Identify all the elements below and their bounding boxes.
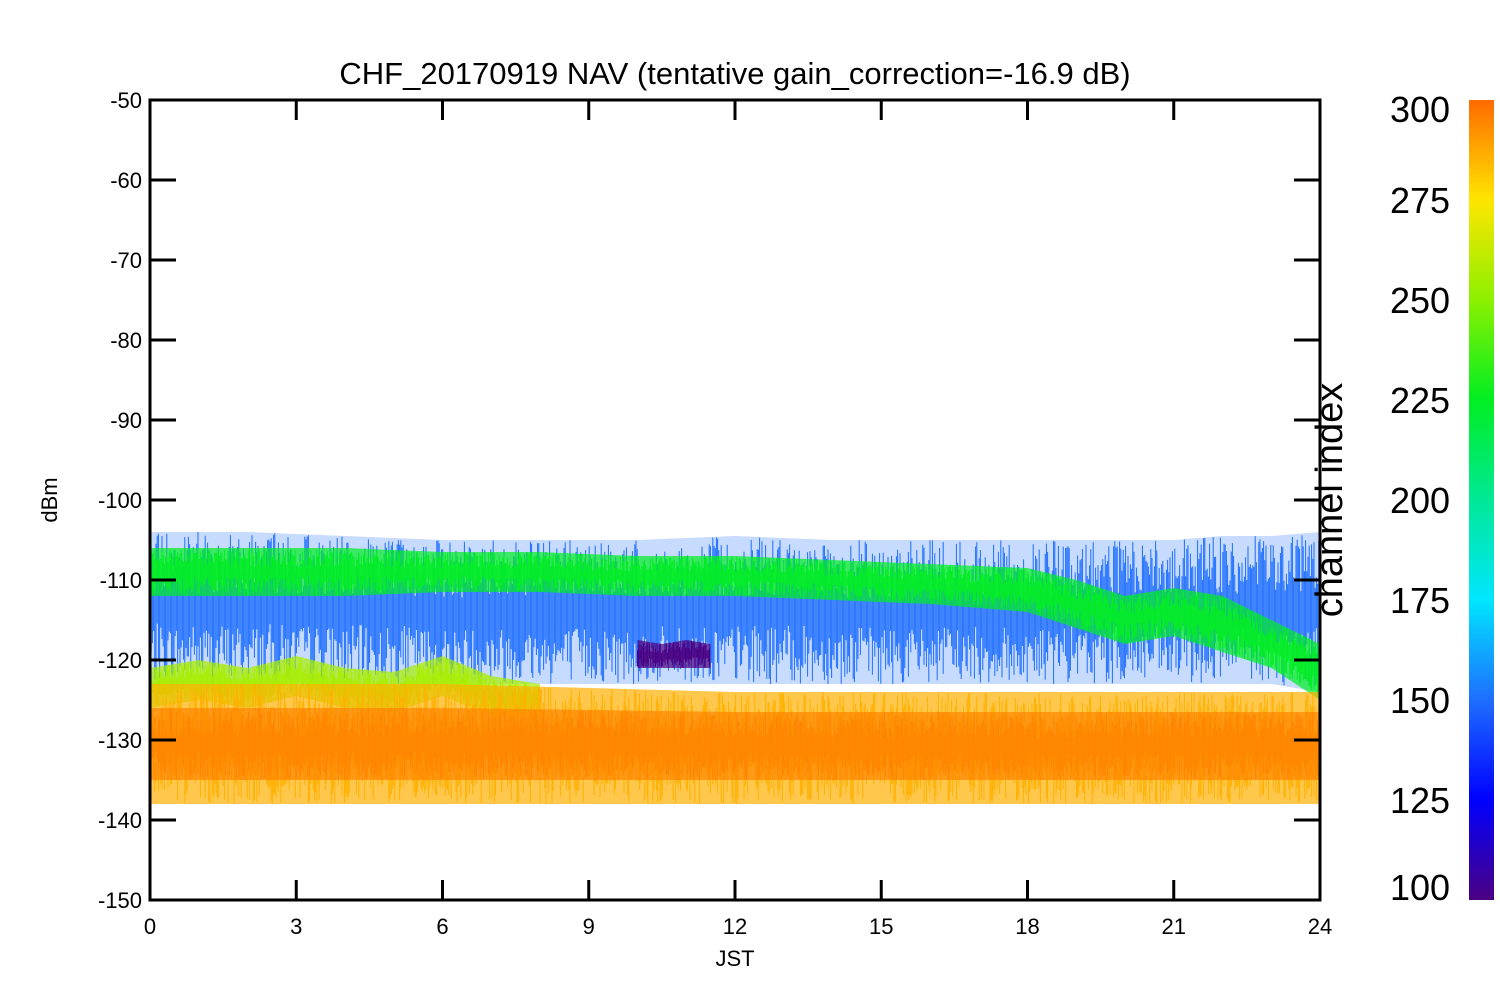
x-tick-label: 9: [583, 914, 595, 939]
x-tick-label: 12: [723, 914, 747, 939]
y-tick-label: -90: [110, 408, 142, 433]
x-axis: 0 3 6 9 12 15 18 21 24: [144, 100, 1332, 939]
y-tick-label: -150: [98, 888, 142, 913]
y-tick-label: -50: [110, 88, 142, 113]
series-300: [150, 708, 1320, 780]
colorbar-tick-label: 175: [1390, 580, 1450, 621]
chart-title: CHF_20170919 NAV (tentative gain_correct…: [339, 56, 1130, 91]
y-tick-label: -120: [98, 648, 142, 673]
y-axis-label: dBm: [37, 477, 62, 522]
colorbar-tick-label: 275: [1390, 180, 1450, 221]
series-105: [637, 640, 711, 668]
colorbar-label: channel index: [1309, 383, 1351, 618]
y-tick-label: -100: [98, 488, 142, 513]
colorbar-tick-label: 250: [1390, 280, 1450, 321]
series-225: [150, 548, 1320, 700]
series-trace: [150, 548, 1320, 699]
colorbar: [1469, 100, 1494, 900]
x-tick-label: 18: [1015, 914, 1039, 939]
colorbar-tick-label: 100: [1390, 867, 1450, 908]
colorbar-axis: 100 125 150 175 200 225 250 275 300: [1390, 89, 1450, 908]
x-tick-label: 24: [1308, 914, 1332, 939]
x-tick-label: 3: [290, 914, 302, 939]
x-tick-label: 0: [144, 914, 156, 939]
colorbar-tick-label: 150: [1390, 680, 1450, 721]
series-trace: [637, 640, 710, 668]
colorbar-tick-label: 225: [1390, 380, 1450, 421]
y-tick-label: -80: [110, 328, 142, 353]
x-axis-label: JST: [715, 946, 754, 971]
series-trace: [150, 708, 1320, 780]
y-tick-label: -110: [100, 568, 142, 593]
x-tick-label: 21: [1162, 914, 1186, 939]
colorbar-tick-label: 200: [1390, 480, 1450, 521]
y-tick-label: -70: [110, 248, 142, 273]
colorbar-tick-label: 125: [1390, 780, 1450, 821]
y-tick-label: -130: [98, 728, 142, 753]
x-tick-label: 15: [869, 914, 893, 939]
y-tick-label: -60: [110, 168, 142, 193]
colorbar-tick-label: 300: [1390, 89, 1450, 130]
y-tick-label: -140: [98, 808, 142, 833]
x-tick-label: 6: [436, 914, 448, 939]
y-axis: -50 -60 -70 -80 -90 -100 -110 -120 -130 -140 -150: [98, 88, 1320, 913]
series-layer: [150, 532, 1320, 804]
